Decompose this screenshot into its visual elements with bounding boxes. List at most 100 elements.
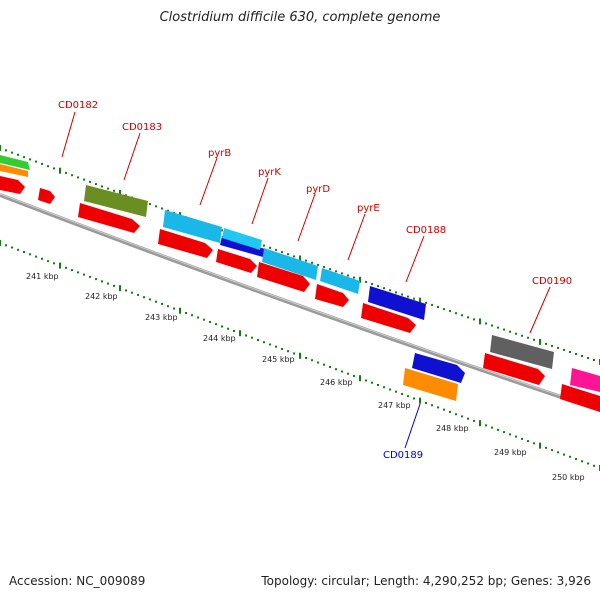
outer-minor-tick <box>569 351 571 353</box>
inner-major-tick <box>119 285 121 292</box>
outer-minor-tick <box>377 285 379 288</box>
feature-cd0189-blue[interactable] <box>412 353 465 383</box>
scale-label-250: 250 kbp <box>552 473 585 482</box>
outer-minor-tick <box>323 266 325 268</box>
inner-minor-tick <box>275 345 277 348</box>
inner-minor-tick <box>233 330 235 332</box>
feature-pyrb[interactable] <box>163 210 222 243</box>
outer-major-tick <box>119 190 121 196</box>
outer-minor-tick <box>47 165 49 168</box>
inner-minor-tick <box>455 413 457 416</box>
genome-backbone-highlight <box>0 193 600 410</box>
gene-label-cd0189[interactable]: CD0189 <box>383 450 423 461</box>
feature-pyrk-dark[interactable] <box>220 236 265 257</box>
gene-labels: CD0182 CD0183 pyrB pyrK pyrD pyrE CD0188… <box>58 100 572 461</box>
outer-minor-tick <box>305 259 307 262</box>
gene-label-cd0183[interactable]: CD0183 <box>122 122 162 133</box>
outer-minor-tick <box>113 189 115 192</box>
gene-label-pyrk[interactable]: pyrK <box>258 167 281 178</box>
inner-minor-tick <box>167 305 169 308</box>
outer-tick-track <box>0 145 600 365</box>
inner-minor-tick <box>125 289 127 292</box>
outer-minor-tick <box>83 178 85 181</box>
gene-label-pyrd[interactable]: pyrD <box>306 184 330 195</box>
inner-minor-tick <box>287 350 289 353</box>
feature-green[interactable] <box>0 155 30 170</box>
outer-minor-tick <box>425 301 427 304</box>
inner-minor-tick <box>329 366 331 368</box>
cds-red-2[interactable] <box>38 188 55 204</box>
cds-red-7[interactable] <box>315 284 349 307</box>
gene-label-cd0188[interactable]: CD0188 <box>406 225 446 236</box>
outer-minor-tick <box>41 162 43 165</box>
outer-minor-tick <box>341 272 343 275</box>
outer-minor-tick <box>11 151 13 154</box>
inner-minor-tick <box>53 262 55 265</box>
inner-major-tick <box>299 352 301 359</box>
gene-label-cd0182[interactable]: CD0182 <box>58 100 98 111</box>
inner-minor-tick <box>311 359 313 362</box>
inner-minor-tick <box>569 455 571 458</box>
inner-minor-tick <box>341 370 343 373</box>
feature-cd0188[interactable] <box>368 286 426 320</box>
inner-minor-tick <box>395 390 397 393</box>
outer-minor-tick <box>467 316 469 319</box>
inner-minor-tick <box>413 397 415 400</box>
inner-minor-tick <box>95 278 97 281</box>
inner-minor-tick <box>101 280 103 283</box>
outer-minor-tick <box>149 203 151 206</box>
feature-pyrk[interactable] <box>222 228 262 250</box>
feature-orange[interactable] <box>0 164 28 177</box>
genome-summary-text: Topology: circular; Length: 4,290,252 bp… <box>261 574 591 588</box>
cds-red-1[interactable] <box>0 176 25 194</box>
outer-minor-tick <box>431 303 433 306</box>
inner-minor-tick <box>563 453 565 456</box>
outer-minor-tick <box>23 156 25 159</box>
feature-cd0189-orange[interactable] <box>403 368 458 401</box>
inner-minor-tick <box>197 316 199 319</box>
inner-minor-tick <box>551 449 553 452</box>
cds-red-9[interactable] <box>483 353 545 385</box>
cds-red-5[interactable] <box>216 249 257 273</box>
feature-magenta[interactable] <box>570 368 600 392</box>
inner-minor-tick <box>29 253 31 256</box>
cds-red-6[interactable] <box>257 262 310 292</box>
outer-minor-tick <box>509 330 511 333</box>
outer-minor-tick <box>275 248 277 251</box>
outer-major-tick <box>539 338 541 345</box>
inner-minor-tick <box>47 260 49 263</box>
inner-minor-tick <box>245 334 247 337</box>
inner-minor-tick <box>305 357 307 359</box>
inner-minor-tick <box>407 395 409 398</box>
feature-pyre[interactable] <box>320 268 360 294</box>
outer-minor-tick <box>443 308 445 311</box>
outer-minor-tick <box>155 205 157 208</box>
outer-minor-tick <box>281 251 283 254</box>
scale-label-244: 244 kbp <box>203 334 236 343</box>
outer-minor-tick <box>167 209 169 212</box>
gene-label-pyrb[interactable]: pyrB <box>208 148 231 159</box>
feature-cd0183[interactable] <box>84 185 148 217</box>
gene-label-cd0190[interactable]: CD0190 <box>532 276 572 287</box>
inner-minor-tick <box>443 408 445 411</box>
cds-red-4[interactable] <box>158 229 213 258</box>
inner-minor-tick <box>17 248 19 251</box>
cds-red-3[interactable] <box>78 203 140 233</box>
inner-minor-tick <box>215 323 217 326</box>
inner-minor-tick <box>23 251 25 253</box>
gene-label-pyre[interactable]: pyrE <box>357 203 380 214</box>
outer-major-tick <box>479 318 481 325</box>
outer-minor-tick <box>563 348 565 351</box>
outer-minor-tick <box>545 342 547 345</box>
inner-minor-tick <box>431 404 433 407</box>
feature-cd0190[interactable] <box>490 335 554 369</box>
outer-minor-tick <box>347 274 349 277</box>
cds-red-10[interactable] <box>560 384 600 412</box>
inner-major-tick <box>0 240 1 246</box>
inner-minor-tick <box>131 291 133 294</box>
outer-minor-tick <box>107 187 109 190</box>
inner-minor-tick <box>5 244 7 247</box>
feature-pyrd[interactable] <box>262 248 318 280</box>
cds-red-8[interactable] <box>361 303 416 333</box>
inner-minor-tick <box>83 273 85 276</box>
